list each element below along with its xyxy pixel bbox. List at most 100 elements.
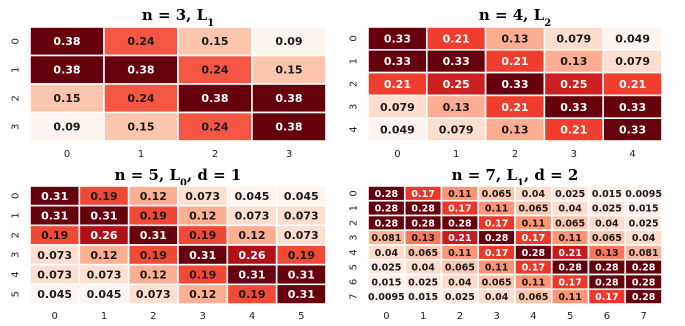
x-tick-label: 2 xyxy=(512,149,518,160)
cell-value-label: 0.28 xyxy=(632,292,656,303)
cell-value-label: 0.31 xyxy=(41,190,68,203)
y-tick-label: 1 xyxy=(349,58,360,64)
cell-value-label: 0.28 xyxy=(411,218,435,229)
cell-value-label: 0.025 xyxy=(592,204,622,215)
cell-value-label: 0.045 xyxy=(87,288,122,301)
cell-value-label: 0.12 xyxy=(189,209,216,222)
cell-value-label: 0.025 xyxy=(408,277,438,288)
cell-value-label: 0.04 xyxy=(485,292,509,303)
cell-value-label: 0.25 xyxy=(560,78,587,91)
cell-value-label: 0.28 xyxy=(375,218,399,229)
cell-value-label: 0.13 xyxy=(411,233,434,244)
cell-value-label: 0.38 xyxy=(275,92,302,105)
cell-value-label: 0.09 xyxy=(275,35,302,48)
cell-value-label: 0.26 xyxy=(90,229,117,242)
y-tick-label: 5 xyxy=(348,264,359,270)
cell-value-label: 0.33 xyxy=(501,78,528,91)
cell-value-label: 0.21 xyxy=(619,78,646,91)
x-tick-label: 3 xyxy=(286,149,292,160)
x-tick-label: 0 xyxy=(383,311,389,322)
heatmap-cell xyxy=(103,83,179,114)
x-tick-label: 6 xyxy=(604,311,610,322)
heatmap-cell xyxy=(29,111,105,142)
cell-value-label: 0.079 xyxy=(615,55,650,68)
cell-value-label: 0.17 xyxy=(485,248,508,259)
x-tick-label: 1 xyxy=(453,149,459,160)
y-tick-label: 5 xyxy=(10,291,21,297)
x-tick-label: 1 xyxy=(138,149,144,160)
cell-value-label: 0.073 xyxy=(87,268,122,281)
x-tick-label: 0 xyxy=(51,311,57,322)
cell-value-label: 0.025 xyxy=(629,218,659,229)
heatmap-cell xyxy=(103,54,179,85)
heatmap-panel-n5: n = 5, L0, d = 1 0.31 0.19 0.12 0.073 0.045 0.… xyxy=(10,166,327,322)
cell-value-label: 0.045 xyxy=(284,190,319,203)
cell-value-label: 0.21 xyxy=(501,55,528,68)
cell-value-label: 0.28 xyxy=(485,233,509,244)
cell-value-label: 0.31 xyxy=(41,209,68,222)
cell-value-label: 0.073 xyxy=(136,288,171,301)
cell-value-label: 0.24 xyxy=(127,92,154,105)
x-tick-label: 5 xyxy=(567,311,573,322)
cell-value-label: 0.28 xyxy=(558,263,582,274)
cell-value-label: 0.025 xyxy=(445,292,475,303)
y-tick-label: 3 xyxy=(11,124,22,130)
x-tick-label: 4 xyxy=(629,149,635,160)
cell-value-label: 0.065 xyxy=(482,189,512,200)
y-tick-label: 0 xyxy=(349,35,360,41)
cell-value-label: 0.21 xyxy=(448,233,471,244)
cell-value-label: 0.21 xyxy=(560,124,587,137)
cell-value-label: 0.04 xyxy=(558,204,582,215)
cell-value-label: 0.19 xyxy=(189,229,216,242)
cell-value-label: 0.13 xyxy=(595,248,618,259)
heatmap-panel-n7: n = 7, L1, d = 2 0.28 0.17 0.11 0.065 0.04 0.0… xyxy=(348,166,663,322)
cell-value-label: 0.38 xyxy=(127,64,154,77)
cell-value-label: 0.015 xyxy=(408,292,438,303)
heatmap-cell xyxy=(251,83,327,114)
cell-value-label: 0.33 xyxy=(384,55,411,68)
cell-value-label: 0.065 xyxy=(555,218,585,229)
y-tick-label: 4 xyxy=(349,126,360,132)
cell-value-label: 0.065 xyxy=(408,248,438,259)
y-tick-label: 3 xyxy=(349,104,360,110)
cell-value-label: 0.12 xyxy=(90,249,117,262)
cell-value-label: 0.38 xyxy=(53,64,80,77)
cell-value-label: 0.025 xyxy=(555,189,585,200)
heatmap-cell xyxy=(624,288,663,305)
cell-value-label: 0.28 xyxy=(411,204,435,215)
cell-value-label: 0.21 xyxy=(558,248,581,259)
cell-value-label: 0.28 xyxy=(522,248,546,259)
cell-value-label: 0.24 xyxy=(201,64,228,77)
cell-value-label: 0.0095 xyxy=(625,189,662,200)
cell-value-label: 0.31 xyxy=(288,268,315,281)
chart-title: n = 7, L1, d = 2 xyxy=(452,166,579,189)
heatmap-cell xyxy=(251,111,327,142)
cell-value-label: 0.15 xyxy=(53,92,80,105)
cell-value-label: 0.04 xyxy=(595,218,619,229)
cell-value-label: 0.065 xyxy=(445,263,475,274)
x-tick-label: 5 xyxy=(298,311,304,322)
cell-value-label: 0.11 xyxy=(448,189,471,200)
cell-value-label: 0.31 xyxy=(288,288,315,301)
cell-value-label: 0.19 xyxy=(41,229,68,242)
x-tick-label: 3 xyxy=(199,311,205,322)
y-tick-label: 1 xyxy=(348,205,359,211)
x-tick-label: 3 xyxy=(493,311,499,322)
cell-value-label: 0.15 xyxy=(127,121,154,134)
cell-value-label: 0.13 xyxy=(560,55,587,68)
y-tick-label: 2 xyxy=(11,95,22,101)
cell-value-label: 0.015 xyxy=(629,204,659,215)
cell-value-label: 0.33 xyxy=(560,101,587,114)
cell-value-label: 0.12 xyxy=(238,229,265,242)
heatmap-panel-n3: n = 3, L1 0.38 0.24 0.15 0.09 0.38 0.38 0.24 0.1… xyxy=(11,6,327,160)
x-tick-label: 2 xyxy=(212,149,218,160)
cell-value-label: 0.11 xyxy=(558,233,581,244)
cell-value-label: 0.33 xyxy=(443,55,470,68)
cell-value-label: 0.079 xyxy=(439,124,474,137)
cell-value-label: 0.11 xyxy=(448,248,471,259)
cell-value-label: 0.17 xyxy=(522,233,545,244)
y-tick-label: 3 xyxy=(348,234,359,240)
cell-value-label: 0.04 xyxy=(448,277,472,288)
cell-value-label: 0.28 xyxy=(595,277,619,288)
cell-value-label: 0.04 xyxy=(522,189,546,200)
